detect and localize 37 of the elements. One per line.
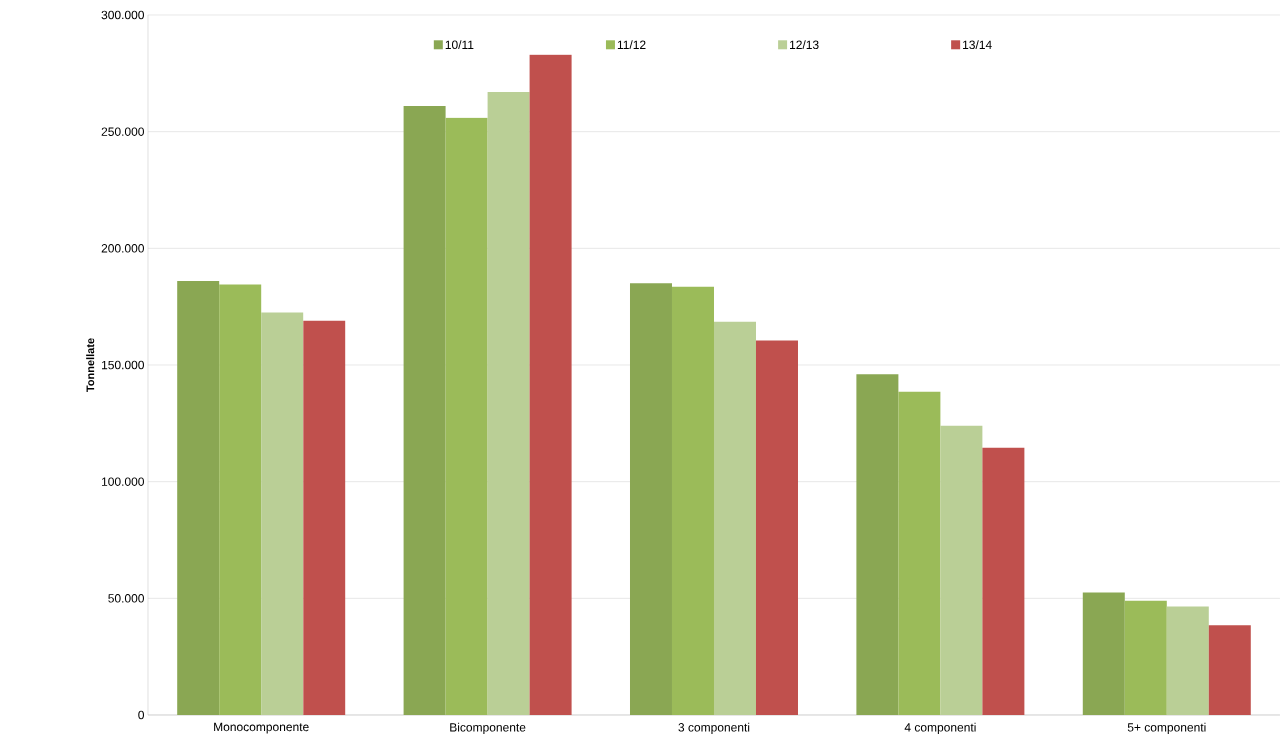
legend-label: 12/13 xyxy=(790,40,819,49)
x-tick-label: 3 componenti xyxy=(678,722,750,734)
legend-label: 10/11 xyxy=(445,40,474,49)
bar xyxy=(219,284,262,715)
x-tick-label: Bicomponente xyxy=(450,722,526,734)
bar xyxy=(445,117,488,715)
bar xyxy=(487,92,530,715)
y-tick-label: 200.000 xyxy=(101,244,144,253)
y-tick-label: 50.000 xyxy=(108,594,144,603)
bar xyxy=(629,283,672,715)
bar xyxy=(403,105,446,715)
y-tick-label: 300.000 xyxy=(101,10,144,20)
bar xyxy=(1208,625,1251,715)
legend-label: 11/12 xyxy=(617,40,646,49)
bar xyxy=(261,312,304,715)
bar xyxy=(177,280,220,715)
bar xyxy=(671,286,714,715)
legend-label: 13/14 xyxy=(963,40,992,49)
bar xyxy=(982,447,1025,715)
y-tick-label: 0 xyxy=(138,710,144,720)
bar xyxy=(713,321,756,715)
y-tick-label: 250.000 xyxy=(101,127,144,136)
bar xyxy=(1082,592,1125,715)
bar xyxy=(940,425,983,715)
bar xyxy=(898,391,941,715)
bar xyxy=(1124,600,1167,715)
x-tick-label: 5+ componenti xyxy=(1127,722,1206,734)
x-tick-label: 4 componenti xyxy=(904,722,976,734)
bar xyxy=(755,340,798,715)
bar xyxy=(529,54,572,715)
bar xyxy=(856,374,899,715)
y-tick-label: 100.000 xyxy=(102,477,144,486)
y-tick-label: 150.000 xyxy=(102,360,144,370)
bar xyxy=(303,320,346,715)
bar xyxy=(1166,606,1209,715)
y-axis-title: Tonnellate xyxy=(86,338,95,392)
x-tick-label: Monocomponente xyxy=(214,722,309,734)
